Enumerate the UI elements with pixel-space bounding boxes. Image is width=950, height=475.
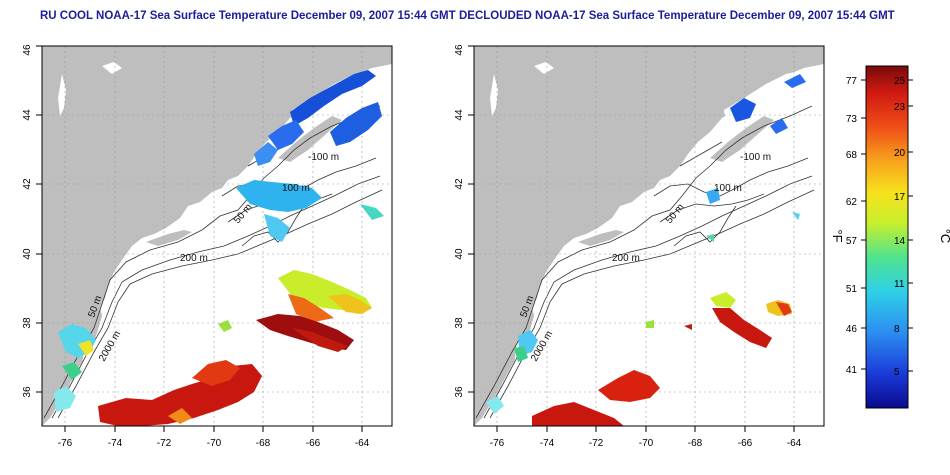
fahrenheit-tick: 41 [846, 365, 858, 376]
contour-label-100m-bank: 100 m [282, 183, 310, 194]
fahrenheit-tick: 77 [846, 76, 858, 87]
left-sst-overlay [54, 70, 384, 426]
contour-label-200m: 200 m [180, 253, 208, 264]
right-lat-ticks: 36 38 40 42 44 46 [454, 44, 465, 398]
celsius-unit-label: °C [938, 229, 950, 244]
lat-tick: 42 [454, 178, 465, 190]
fahrenheit-tick: 62 [846, 197, 858, 208]
celsius-tick: 5 [894, 367, 900, 378]
fahrenheit-unit-label: °F [830, 229, 845, 242]
fahrenheit-tick: 68 [846, 150, 858, 161]
lon-tick: -64 [787, 438, 802, 449]
lat-tick: 38 [22, 317, 33, 329]
contour-label-100m-bank: 100 m [714, 183, 742, 194]
lon-tick: -70 [639, 438, 654, 449]
lat-tick: 36 [454, 386, 465, 398]
lon-tick: -72 [589, 438, 604, 449]
colorbar-gradient [865, 65, 909, 409]
lon-tick: -76 [490, 438, 505, 449]
lon-tick: -66 [738, 438, 753, 449]
lat-tick: 44 [22, 109, 33, 121]
lat-tick: 46 [454, 44, 465, 56]
lat-tick: 44 [454, 109, 465, 121]
left-lat-ticks: 36 38 40 42 44 46 [22, 44, 33, 398]
fahrenheit-tick: 46 [846, 324, 858, 335]
fahrenheit-tick: 73 [846, 114, 858, 125]
lat-tick: 40 [22, 248, 33, 260]
left-lon-ticks: -76 -74 -72 -70 -68 -66 -64 [58, 438, 370, 449]
fahrenheit-ticks: 77 73 68 62 57 51 46 41 [846, 76, 858, 376]
celsius-tick: 23 [894, 102, 906, 113]
lon-tick: -66 [306, 438, 321, 449]
fahrenheit-tick: 51 [846, 284, 858, 295]
celsius-tick: 14 [894, 236, 906, 247]
celsius-tick: 20 [894, 148, 906, 159]
lat-tick: 42 [22, 178, 33, 190]
right-sst-overlay [486, 74, 806, 426]
contour-label-200m: 200 m [612, 253, 640, 264]
fahrenheit-tick: 57 [846, 236, 858, 247]
contour-label-100m-north: -100 m [740, 152, 771, 163]
celsius-tick: 25 [894, 76, 906, 87]
lon-tick: -68 [688, 438, 703, 449]
lon-tick: -64 [355, 438, 370, 449]
right-panel-title: DECLOUDED NOAA-17 Sea Surface Temperatur… [459, 10, 895, 22]
lat-tick: 40 [454, 248, 465, 260]
lon-tick: -74 [540, 438, 555, 449]
right-lon-ticks: -76 -74 -72 -70 -68 -66 -64 [490, 438, 802, 449]
celsius-tick: 11 [894, 279, 905, 290]
colorbar: 77 73 68 62 57 51 46 41 25 23 20 17 14 1… [830, 65, 950, 409]
lon-tick: -72 [157, 438, 172, 449]
lat-tick: 46 [22, 44, 33, 56]
left-map-frame [41, 45, 393, 427]
left-panel-title: RU COOL NOAA-17 Sea Surface Temperature … [40, 10, 456, 22]
left-map-panel: -100 m 100 m 50 m 200 m 50 m 2000 m -76 … [22, 44, 393, 449]
right-map-panel: -100 m 100 m 50 m 200 m 50 m 2000 m -76 … [454, 44, 825, 449]
contour-label-100m-north: -100 m [308, 152, 339, 163]
celsius-tick: 8 [894, 324, 900, 335]
lat-tick: 38 [454, 317, 465, 329]
lon-tick: -74 [108, 438, 123, 449]
lat-tick: 36 [22, 386, 33, 398]
lon-tick: -70 [207, 438, 222, 449]
lon-tick: -68 [256, 438, 271, 449]
celsius-ticks: 25 23 20 17 14 11 8 5 [894, 76, 906, 378]
lon-tick: -76 [58, 438, 73, 449]
celsius-tick: 17 [894, 192, 906, 203]
right-basemap [473, 45, 825, 427]
right-map-frame [473, 45, 825, 427]
